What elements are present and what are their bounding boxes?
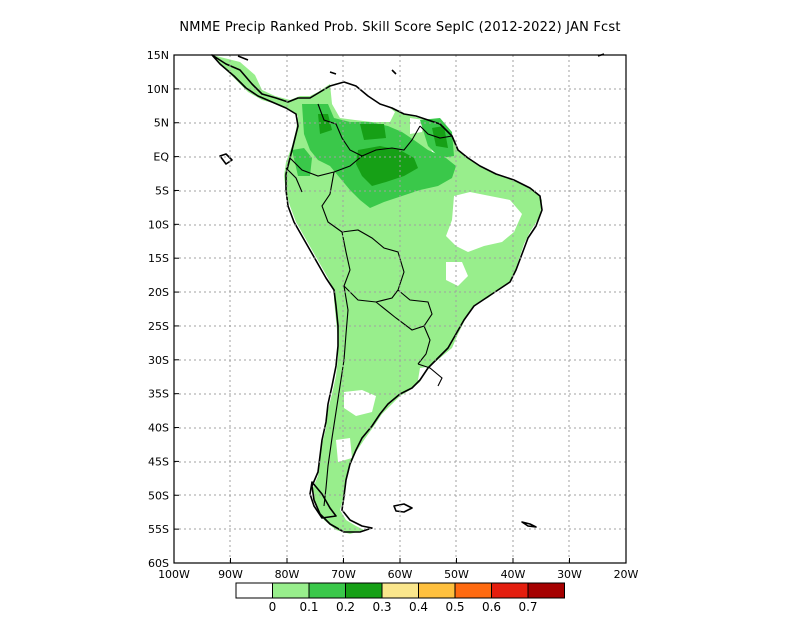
border-bolivia-brazil: [341, 229, 405, 291]
coastlines: [211, 53, 605, 533]
longitude-axis: 100W 90W 80W 70W 60W 50W 40W 30W 20W: [158, 558, 639, 581]
south-america-coastline: [211, 54, 543, 533]
no-skill-patch-brazil-south: [446, 262, 468, 286]
medium-skill-region-west: [292, 148, 312, 176]
lon-tick-label: 100W: [158, 568, 190, 581]
lat-tick-label: 40S: [148, 422, 169, 435]
colorbar-swatch: [235, 582, 273, 599]
lon-tick-label: 60W: [388, 568, 413, 581]
no-skill-patch-guiana: [410, 118, 424, 134]
border-ecuador: [285, 167, 303, 193]
no-skill-patch-north: [330, 82, 395, 122]
colorbar-label: 0.6: [482, 600, 501, 614]
lat-tick-label: 30S: [148, 354, 169, 367]
tierra-del-fuego-coast: [309, 481, 337, 519]
colorbar-label: 0: [269, 600, 277, 614]
no-skill-patch-brazil-east: [446, 192, 522, 252]
colorbar-swatch: [454, 582, 492, 599]
lat-tick-label: 20S: [148, 286, 169, 299]
border-argentina-brazil: [417, 325, 431, 365]
gridlines: [174, 55, 626, 563]
lat-tick-label: 60S: [148, 557, 169, 570]
border-peru-bolivia: [341, 231, 351, 287]
galapagos-coast: [219, 153, 233, 165]
lon-tick-label: 70W: [331, 568, 356, 581]
skill-field: [212, 55, 542, 534]
lon-tick-label: 80W: [275, 568, 300, 581]
no-skill-patch-argentina: [344, 390, 376, 416]
lat-tick-label: 5S: [155, 184, 169, 197]
border-paraguay: [375, 289, 433, 331]
lon-tick-label: 90W: [218, 568, 243, 581]
border-peru-brazil: [321, 171, 343, 233]
high-skill-region-venezuela: [360, 124, 386, 140]
lat-tick-label: 55S: [148, 523, 169, 536]
colorbar-label: 0.2: [336, 600, 355, 614]
south-georgia-coast: [521, 521, 537, 528]
lat-tick-label: 5N: [154, 117, 169, 130]
caribbean-coast: [237, 53, 605, 75]
lat-tick-label: 10S: [148, 218, 169, 231]
colorbar: 0 0.1 0.2 0.3 0.4 0.5 0.6 0.7: [235, 582, 565, 614]
lat-tick-label: 45S: [148, 455, 169, 468]
colorbar-swatch: [272, 582, 310, 599]
colorbar-label: 0.4: [409, 600, 428, 614]
lat-tick-label: 35S: [148, 388, 169, 401]
no-skill-patch-patagonia: [336, 438, 352, 462]
border-colombia-peru: [289, 155, 363, 177]
country-borders: [285, 103, 453, 507]
high-skill-region-amazon: [356, 146, 418, 186]
lat-tick-label: 50S: [148, 489, 169, 502]
lon-tick-label: 20W: [614, 568, 639, 581]
lat-tick-label: 15N: [147, 49, 169, 62]
colorbar-label: 0.5: [445, 600, 464, 614]
border-colombia-venezuela: [317, 103, 363, 157]
border-chile-argentina: [323, 285, 349, 507]
high-skill-region-colombia: [318, 114, 332, 134]
colorbar-swatch: [308, 582, 346, 599]
colorbar-swatch: [381, 582, 419, 599]
no-skill-patch-uruguay: [418, 366, 440, 386]
border-guianas: [419, 125, 453, 139]
lat-tick-label: 15S: [148, 252, 169, 265]
land-low-skill-region: [212, 55, 542, 534]
border-venezuela-brazil: [361, 125, 421, 157]
colorbar-swatch: [345, 582, 383, 599]
lon-tick-label: 50W: [444, 568, 469, 581]
lat-tick-label: 25S: [148, 320, 169, 333]
border-uruguay: [417, 363, 443, 387]
lat-tick-label: 10N: [147, 83, 169, 96]
latitude-axis: 15N 10N 5N EQ 5S 10S 15S 20S 25S 30S 35S 40S 45S 50S 5…: [147, 49, 179, 570]
lat-tick-label: EQ: [153, 151, 169, 164]
lon-tick-label: 40W: [501, 568, 526, 581]
colorbar-label: 0.3: [372, 600, 391, 614]
colorbar-swatch: [418, 582, 456, 599]
map-title: NMME Precip Ranked Prob. Skill Score Sep…: [179, 20, 621, 35]
colorbar-label: 0.1: [299, 600, 318, 614]
colorbar-swatch: [527, 582, 565, 599]
high-skill-region-guiana: [432, 126, 448, 148]
falklands-coast: [393, 503, 413, 513]
lon-tick-label: 30W: [557, 568, 582, 581]
colorbar-swatch: [491, 582, 529, 599]
colorbar-label: 0.7: [518, 600, 537, 614]
